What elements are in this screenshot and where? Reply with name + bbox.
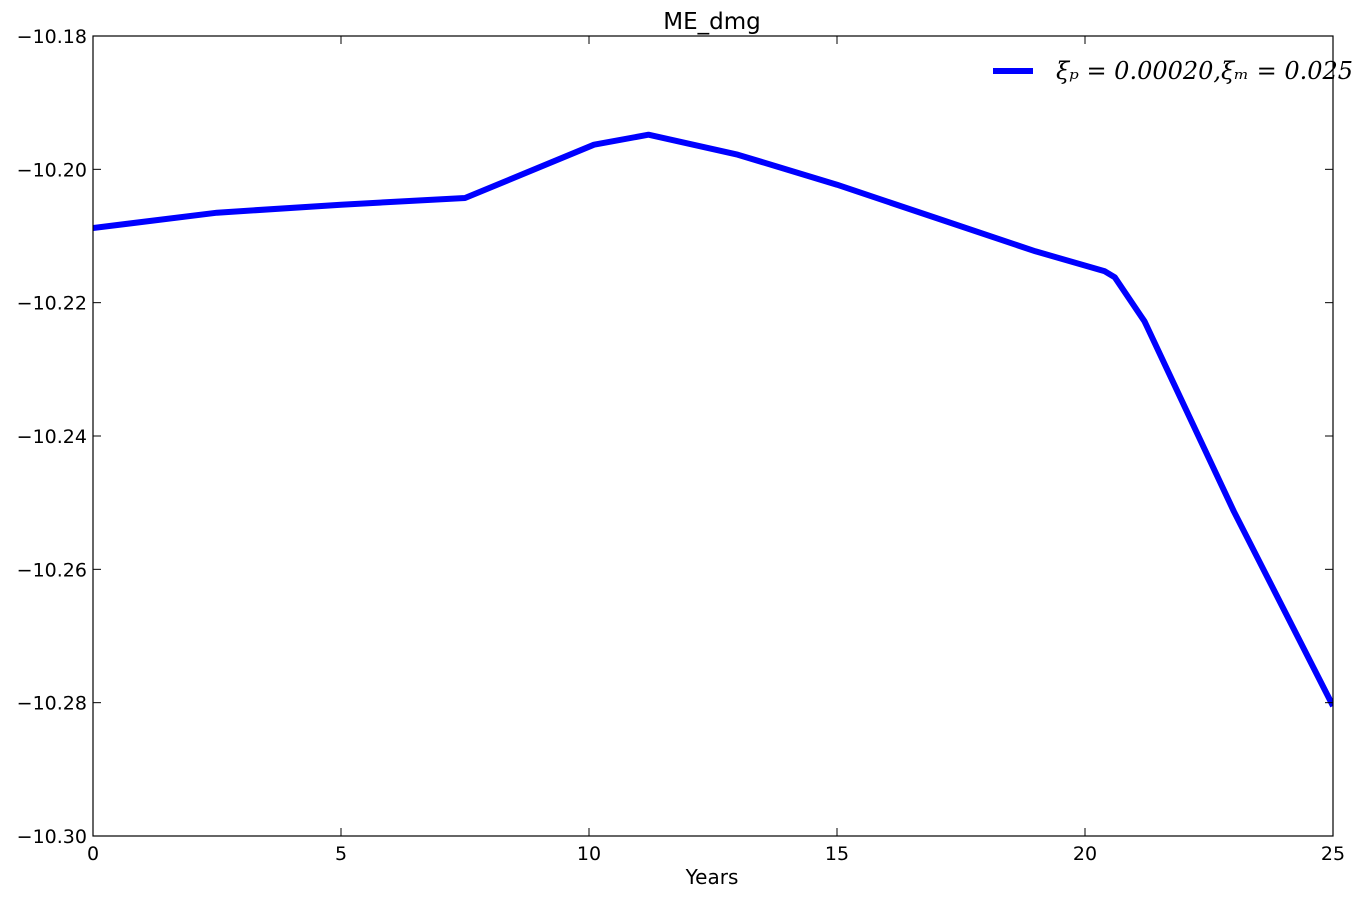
x-tick-label: 10	[577, 843, 601, 865]
x-tick-label: 0	[87, 843, 99, 865]
plot-frame	[92, 35, 1334, 837]
x-axis: 0 5 10 15 20 25	[87, 36, 1345, 865]
legend-entry: ξₚ = 0.00020,ξₘ = 0.025	[1056, 57, 1353, 85]
y-tick-label: −10.24	[17, 426, 87, 448]
legend: ξₚ = 0.00020,ξₘ = 0.025	[993, 57, 1353, 85]
y-tick-label: −10.28	[17, 693, 87, 715]
x-tick-label: 25	[1321, 843, 1345, 865]
x-tick-label: 15	[825, 843, 849, 865]
y-tick-label: −10.30	[17, 826, 87, 848]
y-axis: −10.30 −10.28 −10.26 −10.24 −10.22 −10.20 −10.…	[17, 26, 1333, 848]
x-axis-label: Years	[685, 865, 739, 889]
chart-title: ME_dmg	[663, 9, 760, 35]
x-tick-label: 20	[1073, 843, 1097, 865]
y-tick-label: −10.18	[17, 26, 87, 48]
series-line	[93, 131, 1333, 708]
y-tick-label: −10.22	[17, 293, 87, 315]
plot-area	[93, 131, 1333, 708]
x-tick-label: 5	[335, 843, 347, 865]
y-tick-label: −10.20	[17, 159, 87, 181]
y-tick-label: −10.26	[17, 559, 87, 581]
